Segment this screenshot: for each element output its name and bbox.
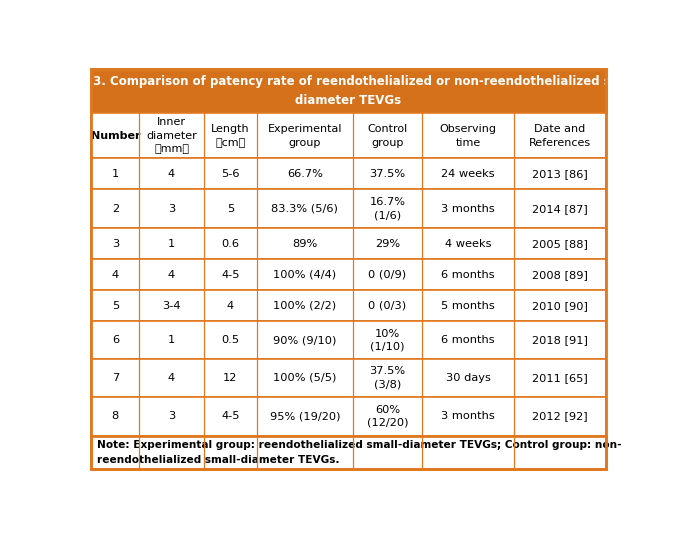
- Text: Date and
References: Date and References: [529, 124, 591, 148]
- Bar: [91, 228, 606, 260]
- Text: 4-5: 4-5: [221, 411, 239, 421]
- Text: 5: 5: [112, 301, 119, 311]
- Text: 8: 8: [112, 411, 119, 421]
- Text: Inner
diameter
（mm）: Inner diameter （mm）: [146, 117, 197, 155]
- Text: 30 days: 30 days: [446, 373, 491, 383]
- Text: 0 (0/9): 0 (0/9): [369, 270, 407, 280]
- Text: 0 (0/3): 0 (0/3): [369, 301, 407, 311]
- Bar: [91, 69, 606, 113]
- Text: 5: 5: [227, 204, 234, 214]
- Bar: [91, 189, 606, 228]
- Text: 29%: 29%: [375, 239, 400, 249]
- Text: 4: 4: [227, 301, 234, 311]
- Bar: [91, 260, 606, 290]
- Text: 3: 3: [168, 204, 175, 214]
- Text: 2012 [92]: 2012 [92]: [532, 411, 588, 421]
- Bar: [91, 290, 606, 321]
- Text: 1: 1: [168, 239, 175, 249]
- Text: 5 months: 5 months: [441, 301, 495, 311]
- Text: 4: 4: [168, 373, 175, 383]
- Text: 4: 4: [112, 270, 119, 280]
- Text: 37.5%: 37.5%: [369, 169, 405, 179]
- Text: 2011 [65]: 2011 [65]: [532, 373, 588, 383]
- Bar: [91, 158, 606, 189]
- Text: 66.7%: 66.7%: [287, 169, 323, 179]
- Text: 10%
(1/10): 10% (1/10): [370, 329, 405, 352]
- Text: 12: 12: [223, 373, 237, 383]
- Bar: [91, 397, 606, 436]
- Text: 3 months: 3 months: [441, 411, 495, 421]
- Bar: [91, 436, 606, 470]
- Text: 6: 6: [112, 335, 119, 345]
- Bar: [91, 113, 606, 158]
- Text: 0.5: 0.5: [222, 335, 239, 345]
- Text: 37.5%
(3/8): 37.5% (3/8): [369, 366, 405, 390]
- Text: 2005 [88]: 2005 [88]: [532, 239, 588, 249]
- Text: 4: 4: [168, 270, 175, 280]
- Text: Control
group: Control group: [367, 124, 407, 148]
- Text: Length
（cm）: Length （cm）: [211, 124, 250, 148]
- Text: 2: 2: [112, 204, 119, 214]
- Text: 2013 [86]: 2013 [86]: [532, 169, 588, 179]
- Text: 1: 1: [168, 335, 175, 345]
- Text: 4 weeks: 4 weeks: [445, 239, 492, 249]
- Text: 2010 [90]: 2010 [90]: [532, 301, 588, 311]
- Text: 1: 1: [112, 169, 119, 179]
- Bar: [91, 321, 606, 359]
- Text: 2018 [91]: 2018 [91]: [532, 335, 588, 345]
- Text: 4-5: 4-5: [221, 270, 239, 280]
- Text: 3-4: 3-4: [163, 301, 181, 311]
- Text: 2014 [87]: 2014 [87]: [532, 204, 588, 214]
- Text: 3: 3: [168, 411, 175, 421]
- Bar: [91, 359, 606, 397]
- Text: Experimental
group: Experimental group: [268, 124, 342, 148]
- Text: 60%
(12/20): 60% (12/20): [367, 405, 408, 428]
- Text: 3 months: 3 months: [441, 204, 495, 214]
- Text: Observing
time: Observing time: [440, 124, 496, 148]
- Text: 6 months: 6 months: [441, 270, 495, 280]
- Text: 7: 7: [112, 373, 119, 383]
- Text: 3: 3: [112, 239, 119, 249]
- Text: 24 weeks: 24 weeks: [441, 169, 495, 179]
- Text: 2008 [89]: 2008 [89]: [532, 270, 588, 280]
- Text: Note: Experimental group: reendothelialized small-diameter TEVGs; Control group:: Note: Experimental group: reendotheliali…: [97, 440, 622, 465]
- Text: 100% (2/2): 100% (2/2): [273, 301, 337, 311]
- Text: 83.3% (5/6): 83.3% (5/6): [271, 204, 339, 214]
- Text: 89%: 89%: [292, 239, 318, 249]
- Text: 4: 4: [168, 169, 175, 179]
- Text: 5-6: 5-6: [221, 169, 239, 179]
- Text: 95% (19/20): 95% (19/20): [269, 411, 340, 421]
- Text: Table 3. Comparison of patency rate of reendothelialized or non-reendothelialize: Table 3. Comparison of patency rate of r…: [54, 75, 643, 107]
- Text: 90% (9/10): 90% (9/10): [273, 335, 337, 345]
- Text: 0.6: 0.6: [222, 239, 239, 249]
- Text: Number: Number: [90, 131, 140, 141]
- Text: 100% (5/5): 100% (5/5): [273, 373, 337, 383]
- Text: 16.7%
(1/6): 16.7% (1/6): [369, 197, 405, 221]
- Text: 6 months: 6 months: [441, 335, 495, 345]
- Text: 100% (4/4): 100% (4/4): [273, 270, 337, 280]
